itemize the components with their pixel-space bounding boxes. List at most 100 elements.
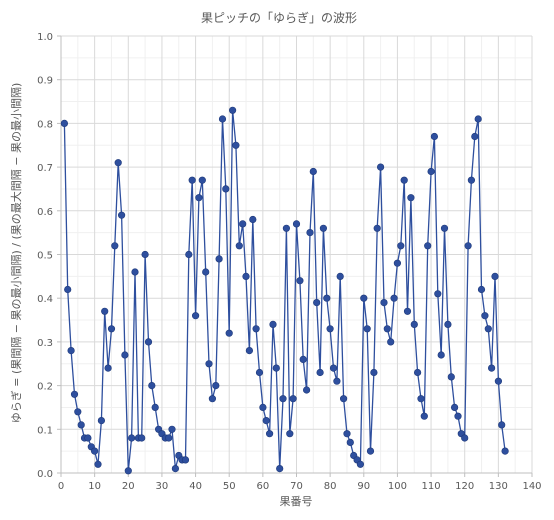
- data-point: [481, 312, 489, 320]
- data-point: [84, 434, 92, 442]
- data-point: [114, 159, 122, 167]
- data-point: [77, 421, 85, 429]
- data-point: [165, 434, 173, 442]
- data-point: [128, 434, 136, 442]
- data-point: [269, 320, 277, 329]
- data-point: [336, 272, 344, 281]
- x-tick-label: 60: [256, 481, 269, 492]
- data-point: [309, 167, 317, 176]
- data-point: [440, 224, 449, 232]
- data-point: [477, 285, 486, 294]
- data-point: [259, 403, 267, 412]
- data-point: [181, 456, 190, 464]
- y-tick-label: 0.5: [37, 251, 53, 262]
- data-point: [387, 338, 395, 346]
- data-point: [131, 268, 139, 276]
- data-point: [333, 377, 341, 385]
- data-point: [471, 132, 479, 141]
- data-point: [212, 382, 220, 390]
- data-point: [366, 447, 375, 455]
- x-tick-label: 100: [388, 481, 407, 492]
- data-point: [299, 355, 307, 364]
- data-point: [360, 294, 368, 302]
- x-tick-label: 0: [58, 481, 64, 492]
- x-tick-label: 110: [422, 481, 441, 492]
- data-point: [215, 255, 223, 263]
- data-point: [67, 347, 75, 355]
- data-point: [225, 329, 233, 337]
- data-point: [444, 320, 452, 329]
- x-tick-label: 80: [324, 481, 337, 492]
- data-point: [313, 299, 321, 307]
- data-point: [90, 447, 99, 455]
- series-line: [63, 110, 506, 471]
- x-tick-label: 30: [156, 481, 169, 492]
- data-point: [252, 325, 260, 333]
- data-point: [239, 220, 247, 228]
- data-point: [303, 386, 311, 394]
- data-point: [249, 215, 257, 224]
- data-point: [232, 141, 240, 149]
- data-point: [64, 285, 72, 294]
- data-point: [356, 460, 365, 468]
- data-point: [323, 294, 331, 302]
- axes: [57, 35, 533, 477]
- data-point: [316, 368, 324, 377]
- data-point: [370, 368, 378, 377]
- data-point: [454, 412, 462, 420]
- data-point: [74, 408, 82, 416]
- data-point: [380, 299, 388, 307]
- data-point: [420, 412, 428, 420]
- data-point: [488, 364, 496, 372]
- data-point: [427, 167, 435, 176]
- data-point: [501, 447, 509, 455]
- x-tick-label: 20: [122, 481, 135, 492]
- data-point: [390, 294, 398, 302]
- data-point: [484, 325, 492, 333]
- series-group: [60, 106, 509, 475]
- data-point: [377, 163, 385, 171]
- data-point: [192, 312, 200, 320]
- data-point: [434, 290, 442, 298]
- data-point: [104, 364, 112, 372]
- data-point: [373, 224, 381, 232]
- data-point: [218, 115, 227, 123]
- data-point: [414, 368, 422, 377]
- data-point: [326, 325, 334, 333]
- data-point: [94, 460, 102, 468]
- x-tick-label: 10: [88, 481, 101, 492]
- x-tick-label: 90: [357, 481, 370, 492]
- data-point: [117, 211, 126, 219]
- data-point: [111, 242, 119, 250]
- data-point: [144, 338, 153, 346]
- data-point: [340, 395, 348, 403]
- y-axis-title: ゆらぎ = (果間隔 − 果の最小間隔) / (果の最大間隔 − 果の最小間隔): [9, 83, 23, 424]
- x-tick-label: 40: [189, 481, 202, 492]
- data-point: [97, 417, 105, 425]
- data-point: [467, 176, 476, 184]
- data-point: [363, 325, 371, 333]
- data-point: [279, 395, 287, 403]
- data-point: [461, 434, 469, 442]
- data-point: [393, 259, 402, 267]
- data-point: [498, 421, 506, 429]
- data-point: [276, 465, 284, 473]
- data-point: [188, 176, 196, 184]
- data-point: [235, 242, 243, 250]
- y-tick-label: 0.1: [37, 425, 53, 436]
- data-point: [222, 185, 230, 193]
- data-point: [397, 242, 405, 250]
- data-point: [124, 467, 132, 475]
- data-point: [296, 277, 304, 285]
- data-point: [229, 106, 237, 114]
- data-point: [141, 250, 149, 259]
- data-point: [138, 434, 146, 442]
- data-point: [70, 390, 79, 398]
- x-tick-label: 140: [522, 481, 541, 492]
- y-tick-label: 0.9: [37, 76, 53, 87]
- x-axis-title: 果番号: [280, 495, 313, 508]
- data-point: [289, 395, 297, 403]
- data-point: [107, 325, 116, 333]
